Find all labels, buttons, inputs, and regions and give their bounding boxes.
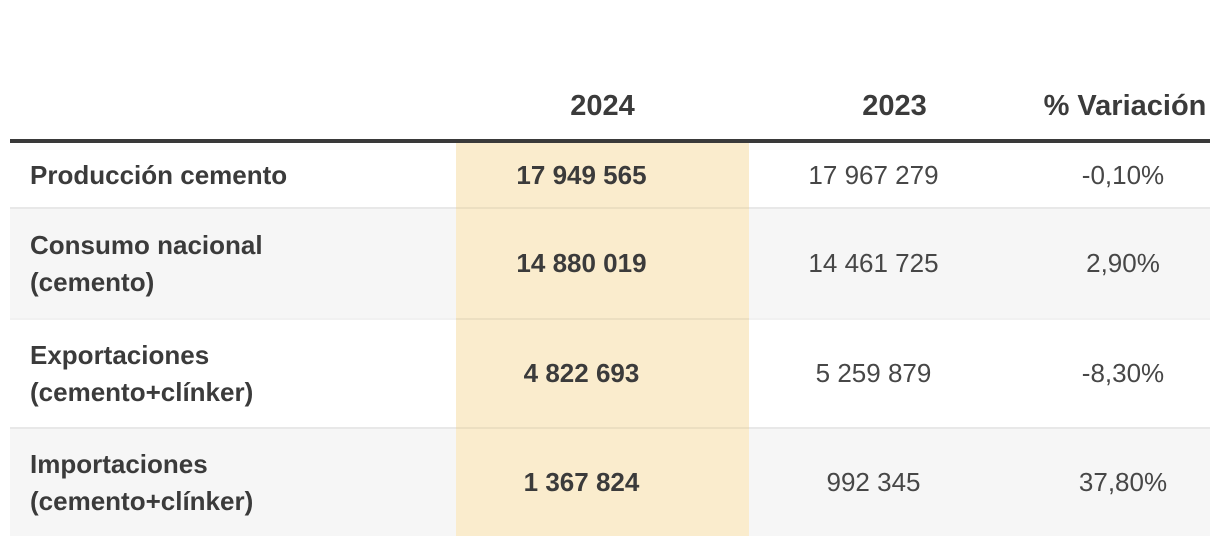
value-2024: 14 880 019 [456,207,749,318]
row-label: Importaciones (cemento+clínker) [10,427,456,536]
value-2023: 17 967 279 [749,143,1040,207]
variation-value: 37,80% [1040,427,1210,536]
table-row-consumo: Consumo nacional (cemento) 14 880 019 14… [10,207,1210,318]
row-label: Consumo nacional (cemento) [10,207,456,318]
cement-data-table: 2024 2023 % Variación Producción cemento… [10,0,1210,536]
variation-value: -0,10% [1040,143,1210,207]
table-row-importaciones: Importaciones (cemento+clínker) 1 367 82… [10,427,1210,536]
row-label: Exportaciones (cemento+clínker) [10,318,456,427]
column-header-2024: 2024 [570,90,635,122]
variation-value: 2,90% [1040,207,1210,318]
value-2023: 5 259 879 [749,318,1040,427]
variation-value: -8,30% [1040,318,1210,427]
column-header-variation: % Variación [1043,90,1207,122]
value-2024: 1 367 824 [456,427,749,536]
value-2024: 17 949 565 [456,143,749,207]
table-header-row: 2024 2023 % Variación [10,0,1210,143]
value-2024: 4 822 693 [456,318,749,427]
value-2023: 14 461 725 [749,207,1040,318]
table-row-exportaciones: Exportaciones (cemento+clínker) 4 822 69… [10,318,1210,427]
table-row-produccion: Producción cemento 17 949 565 17 967 279… [10,143,1210,207]
column-header-2023: 2023 [862,90,927,122]
value-2023: 992 345 [749,427,1040,536]
row-label: Producción cemento [10,143,456,207]
